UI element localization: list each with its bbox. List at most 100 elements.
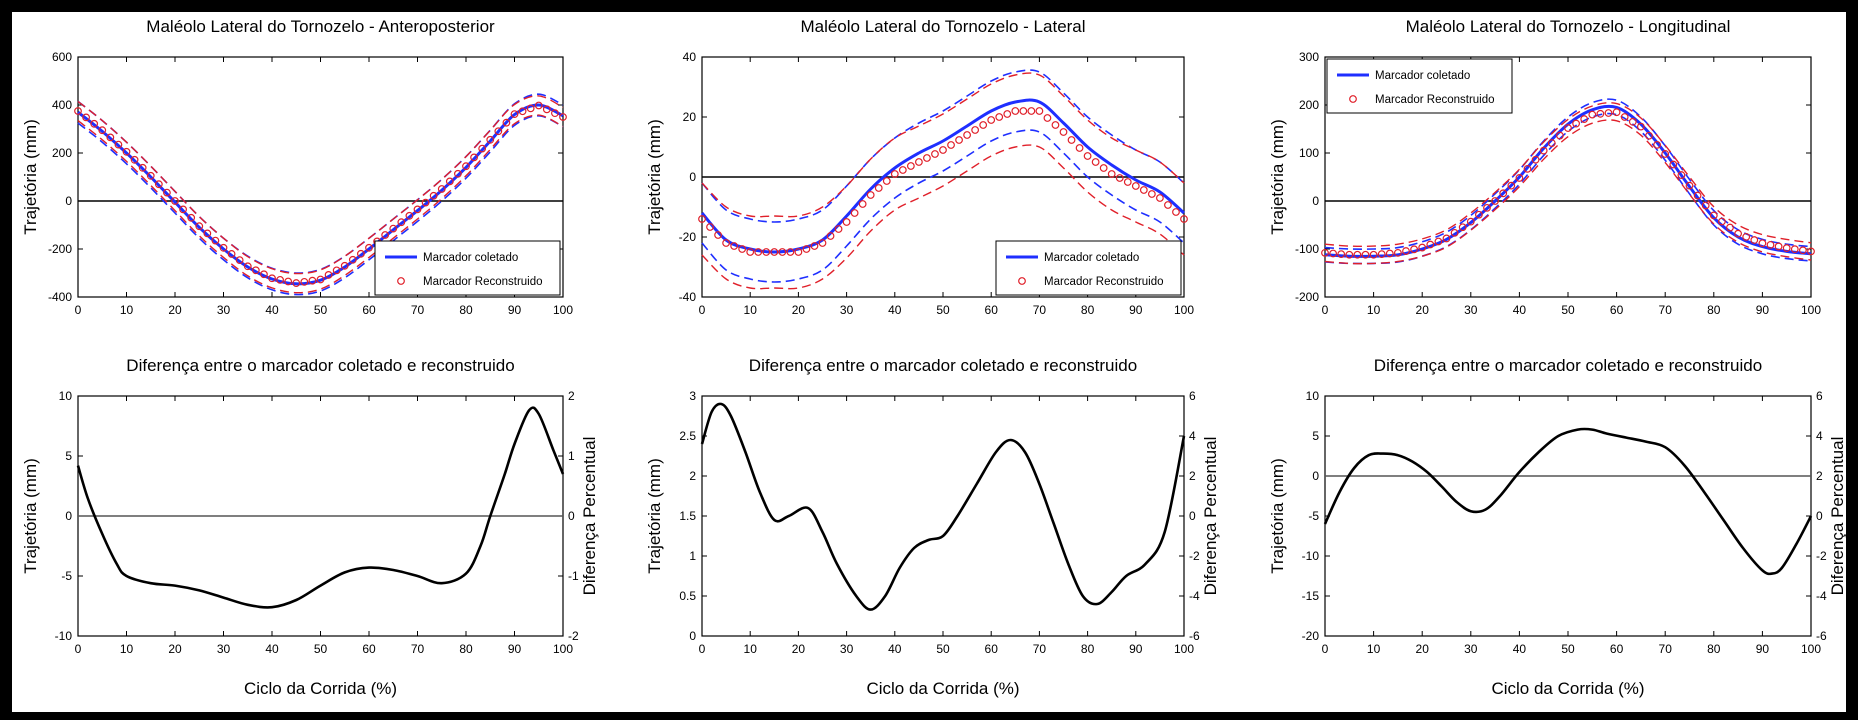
x-tick-label: 0 xyxy=(75,642,82,656)
series-reconstructed-point xyxy=(502,118,511,127)
y-axis-label: Trajetória (mm) xyxy=(645,458,664,574)
x-tick-label: 20 xyxy=(792,642,806,656)
x-tick-label: 60 xyxy=(1610,642,1624,656)
series-reconstructed-point xyxy=(219,243,228,252)
x-axis-label: Ciclo da Corrida (%) xyxy=(866,679,1019,698)
series-reconstructed-point xyxy=(1059,128,1068,136)
series-reconstructed-point xyxy=(1418,243,1427,252)
x-tick-label: 0 xyxy=(1322,303,1329,317)
series-reconstructed-point xyxy=(1661,150,1670,158)
y-tick-label: -20 xyxy=(679,230,697,244)
series-reconstructed-point xyxy=(1458,223,1467,232)
y-tick-label: -20 xyxy=(1302,629,1320,643)
series-reconstructed-point xyxy=(987,116,996,124)
series-reconstructed-point xyxy=(1027,107,1036,115)
series-reconstructed-point xyxy=(1717,217,1726,226)
series-reconstructed-point xyxy=(405,211,414,220)
series-reconstructed-point xyxy=(243,262,252,271)
series-reconstructed-point xyxy=(1147,190,1156,198)
y-tick-label: 600 xyxy=(52,50,72,64)
series-reconstructed-point xyxy=(421,198,430,207)
x-tick-label: 80 xyxy=(459,642,473,656)
series-reconstructed-point xyxy=(1369,250,1378,259)
y-tick-label: 5 xyxy=(1312,429,1319,443)
x-tick-label: 70 xyxy=(411,303,425,317)
x-tick-label: 90 xyxy=(1129,642,1143,656)
x-tick-label: 80 xyxy=(1081,303,1095,317)
series-reconstructed-point xyxy=(365,243,373,252)
series-reconstructed-point xyxy=(1790,245,1799,254)
series-reconstructed-point xyxy=(559,113,567,121)
series-reconstructed-point xyxy=(1410,245,1418,254)
series-reconstructed-point xyxy=(300,277,309,286)
series-reconstructed-point xyxy=(754,248,763,256)
series-collected-sd-band xyxy=(701,129,1185,283)
y-axis-label: Trajetória (mm) xyxy=(21,458,40,574)
series-reconstructed-point xyxy=(284,277,293,286)
series-reconstructed-point xyxy=(979,121,988,129)
series-reconstructed-point xyxy=(397,218,406,227)
y-tick-label: -5 xyxy=(1308,509,1319,523)
series-collected-line xyxy=(700,98,1185,254)
y-tick-label: 0 xyxy=(1312,469,1319,483)
series-reconstructed-point xyxy=(1604,109,1613,117)
series-reconstructed-point xyxy=(1091,158,1100,166)
x-axis-label: Ciclo da Corrida (%) xyxy=(244,679,397,698)
series-difference-line xyxy=(700,402,1186,611)
y-axis-label: Trajetória (mm) xyxy=(645,119,664,235)
chart-title: Maléolo Lateral do Tornozelo - Anteropos… xyxy=(146,17,495,36)
y2-tick-label: -2 xyxy=(568,629,579,643)
series-reconstructed-point xyxy=(1115,174,1124,182)
y-tick-label: 0.5 xyxy=(679,589,696,603)
series-reconstructed-point xyxy=(1321,248,1329,257)
series-reconstructed-point xyxy=(1539,146,1548,155)
series-reconstructed-point xyxy=(1123,178,1132,186)
y-tick-label: 0 xyxy=(689,629,696,643)
series-reconstructed-point xyxy=(882,177,891,185)
series-reconstructed-point xyxy=(931,150,939,158)
x-tick-label: 0 xyxy=(699,642,706,656)
series-reconstructed-point xyxy=(906,162,915,170)
x-tick-label: 30 xyxy=(217,303,231,317)
x-tick-label: 20 xyxy=(168,303,182,317)
y2-tick-label: 2 xyxy=(1189,469,1196,483)
x-tick-label: 30 xyxy=(1464,642,1478,656)
series-reconstructed-point xyxy=(778,248,787,256)
series-reconstructed-point xyxy=(722,239,730,247)
legend: Marcador coletado Marcador Reconstruido xyxy=(1326,58,1513,114)
series-reconstructed-point xyxy=(413,205,422,214)
series-reconstructed-point xyxy=(1580,115,1589,123)
series-reconstructed-point xyxy=(971,126,980,134)
y2-tick-label: 0 xyxy=(1189,509,1196,523)
x-tick-label: 60 xyxy=(985,303,999,317)
series-collected-sd-band xyxy=(701,69,1185,223)
series-reconstructed-point xyxy=(1491,197,1499,205)
x-tick-label: 30 xyxy=(840,303,854,317)
y2-tick-label: -4 xyxy=(1189,589,1200,603)
series-reconstructed-sd-band xyxy=(1324,102,1812,248)
series-reconstructed-point xyxy=(494,127,503,136)
y2-tick-label: 2 xyxy=(1816,469,1823,483)
legend-swatch-reconstructed xyxy=(1018,277,1026,285)
series-reconstructed-point xyxy=(858,200,867,208)
series-reconstructed-point xyxy=(1011,107,1020,115)
series-reconstructed-point xyxy=(1474,210,1483,219)
series-reconstructed-point xyxy=(1807,247,1815,256)
series-reconstructed-point xyxy=(850,209,859,217)
chart-5: Diferença entre o marcador coletado e re… xyxy=(645,356,1220,698)
series-reconstructed-point xyxy=(1075,144,1084,152)
series-reconstructed-point xyxy=(1758,239,1767,248)
legend-box xyxy=(374,240,561,296)
series-reconstructed-point xyxy=(187,213,196,222)
series-reconstructed-point xyxy=(1067,136,1076,144)
series-reconstructed-point xyxy=(138,163,147,172)
x-tick-label: 20 xyxy=(1416,642,1430,656)
x-tick-label: 90 xyxy=(508,303,522,317)
y2-tick-label: 1 xyxy=(568,449,575,463)
series-reconstructed-point xyxy=(1180,215,1188,223)
series-reconstructed-point xyxy=(1442,234,1451,243)
series-reconstructed-point xyxy=(98,126,107,135)
y2-tick-label: -1 xyxy=(568,569,579,583)
y2-tick-label: -6 xyxy=(1816,629,1827,643)
y2-axis-label: Diferença Percentual xyxy=(1828,437,1847,596)
